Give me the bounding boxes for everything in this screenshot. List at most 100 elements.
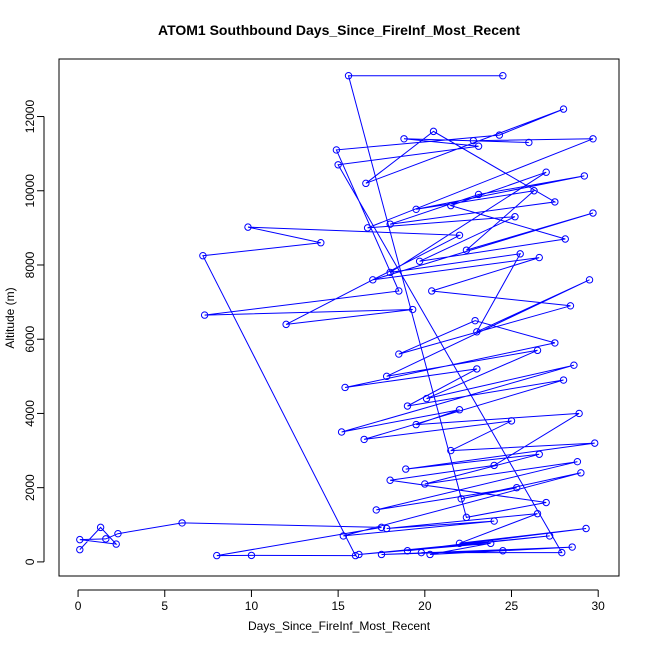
data-point xyxy=(570,361,578,369)
data-point xyxy=(351,551,360,560)
chart-title: ATOM1 Southbound Days_Since_FireInf_Most… xyxy=(158,22,520,38)
data-point xyxy=(495,131,504,139)
y-tick-label: 2000 xyxy=(23,474,37,501)
data-point xyxy=(386,220,394,228)
data-point xyxy=(337,428,346,436)
data-point xyxy=(551,339,559,347)
data-point xyxy=(377,523,386,532)
data-point xyxy=(575,409,583,418)
data-point xyxy=(462,246,471,254)
data-point xyxy=(585,276,594,284)
data-point xyxy=(400,135,408,143)
data-point xyxy=(447,201,455,210)
data-point xyxy=(247,551,256,560)
data-point xyxy=(102,535,110,543)
data-point xyxy=(386,268,394,277)
data-point xyxy=(591,439,599,447)
data-point xyxy=(455,406,464,414)
data-point xyxy=(487,539,495,548)
data-point xyxy=(513,483,521,492)
data-point xyxy=(317,239,325,247)
data-point xyxy=(402,465,410,473)
data-point xyxy=(199,252,207,260)
data-point xyxy=(382,372,391,381)
data-point xyxy=(200,311,209,319)
data-point xyxy=(344,72,353,80)
data-point xyxy=(499,547,507,555)
data-point xyxy=(421,480,429,488)
data-point xyxy=(417,548,426,557)
axes-layer: 0 5 10 15 20 25 30 0 2000 4000 6000 8000 10000 12000 xyxy=(23,100,605,613)
series-line xyxy=(79,75,595,557)
data-point xyxy=(469,136,478,145)
data-point xyxy=(507,417,516,425)
data-point xyxy=(516,250,524,258)
data-point xyxy=(490,517,498,525)
data-point xyxy=(462,513,471,522)
data-point xyxy=(339,532,348,540)
data-point xyxy=(332,146,341,154)
data-point xyxy=(580,172,589,180)
data-point xyxy=(244,223,252,231)
data-point xyxy=(114,529,122,538)
data-point xyxy=(429,127,438,136)
data-point xyxy=(457,495,465,503)
data-point xyxy=(395,350,403,358)
data-point xyxy=(382,524,391,533)
data-point xyxy=(573,457,582,466)
data-point xyxy=(334,161,342,169)
data-point xyxy=(499,72,507,80)
data-point xyxy=(535,253,543,262)
data-point xyxy=(558,548,566,557)
y-tick-label: 0 xyxy=(23,558,37,565)
data-point xyxy=(471,316,479,325)
data-point xyxy=(582,524,590,533)
data-point xyxy=(525,138,533,147)
y-tick-label: 6000 xyxy=(23,326,37,353)
data-point xyxy=(577,469,585,477)
data-point xyxy=(455,539,464,548)
y-tick-label: 4000 xyxy=(23,400,37,427)
data-point xyxy=(474,142,483,150)
data-point xyxy=(341,383,349,392)
x-axis-label: Days_Since_FireInf_Most_Recent xyxy=(248,619,431,633)
data-point xyxy=(542,168,550,176)
y-tick-label: 12000 xyxy=(23,100,37,134)
data-point xyxy=(561,235,569,243)
series-layer xyxy=(76,72,599,560)
y-tick-label: 8000 xyxy=(23,251,37,278)
data-point xyxy=(363,224,372,232)
data-point xyxy=(530,187,538,195)
data-point xyxy=(362,179,370,188)
data-point xyxy=(490,461,498,470)
plot-frame xyxy=(58,58,620,577)
y-tick-label: 10000 xyxy=(23,174,37,208)
data-point xyxy=(422,394,431,403)
data-point xyxy=(412,205,420,214)
data-point xyxy=(535,450,543,458)
x-tick-label: 25 xyxy=(505,599,519,613)
data-point xyxy=(542,498,550,507)
data-point xyxy=(533,346,542,355)
data-point xyxy=(96,523,105,532)
data-point xyxy=(76,535,84,544)
data-point xyxy=(178,519,186,527)
data-point xyxy=(551,198,559,206)
x-tick-label: 30 xyxy=(592,599,606,613)
data-point xyxy=(533,509,542,518)
data-point xyxy=(386,476,394,484)
data-point xyxy=(447,446,455,455)
data-point xyxy=(403,402,412,410)
data-point xyxy=(589,209,597,217)
x-tick-label: 5 xyxy=(161,599,168,613)
data-point xyxy=(474,190,483,199)
data-point xyxy=(428,287,436,295)
data-point xyxy=(372,506,380,514)
x-tick-label: 0 xyxy=(75,599,82,613)
x-tick-label: 15 xyxy=(331,599,345,613)
data-point xyxy=(282,320,290,329)
data-point xyxy=(559,105,568,113)
data-point xyxy=(566,302,575,310)
data-point xyxy=(213,551,221,560)
